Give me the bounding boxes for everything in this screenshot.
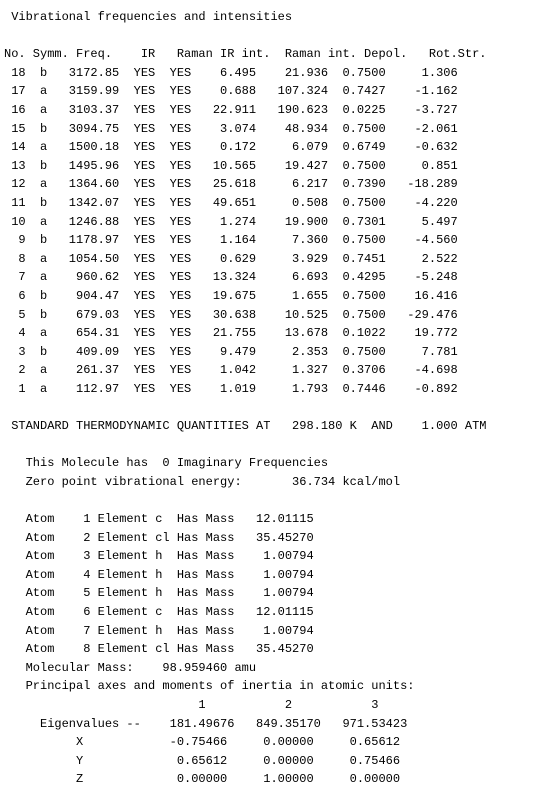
output-text: Vibrational frequencies and intensities … [0, 0, 533, 797]
